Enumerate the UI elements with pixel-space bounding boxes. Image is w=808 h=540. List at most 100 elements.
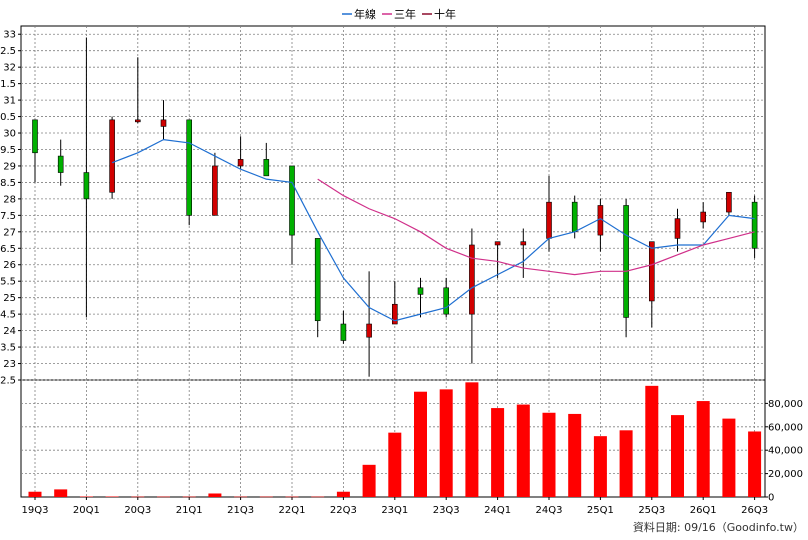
price-tick-label: 27 xyxy=(3,227,16,238)
moving-average-lines xyxy=(111,138,755,322)
volume-bar xyxy=(542,412,556,497)
volume-bar xyxy=(362,464,376,497)
candle-body xyxy=(391,303,398,325)
candle-body xyxy=(237,159,244,167)
volume-bar xyxy=(568,413,582,497)
volume-bar xyxy=(645,385,659,497)
candle-body xyxy=(751,201,758,249)
candle-body xyxy=(135,119,141,123)
candle-body xyxy=(469,244,475,315)
x-tick-label: 22Q3 xyxy=(330,505,357,516)
volume-bar xyxy=(105,496,119,498)
candle-body xyxy=(289,165,295,236)
candle-body xyxy=(648,241,655,302)
x-tick-label: 25Q1 xyxy=(587,505,614,516)
price-tick-label: 24.5 xyxy=(0,310,16,321)
price-tick-label: 26 xyxy=(3,260,16,271)
volume-bar xyxy=(131,496,145,498)
volume-tick-label: 60,000 xyxy=(768,422,803,433)
price-tick-label: 23.5 xyxy=(0,343,16,354)
ma-line-annual xyxy=(111,138,755,322)
ma-line-three-year xyxy=(317,178,755,276)
volume-bar xyxy=(619,430,633,497)
volume-bar xyxy=(516,404,530,497)
candle-body xyxy=(726,191,732,213)
price-tick-label: 25.5 xyxy=(0,277,16,288)
grid xyxy=(21,26,765,497)
volume-bar xyxy=(79,496,93,498)
x-tick-label: 22Q1 xyxy=(279,505,306,516)
price-tick-label: 26.5 xyxy=(0,244,16,255)
candle-body xyxy=(212,165,218,216)
x-tick-label: 21Q3 xyxy=(227,505,254,516)
x-tick-label: 23Q1 xyxy=(381,505,408,516)
candles xyxy=(32,37,758,377)
volume-bar xyxy=(285,496,299,498)
price-axis: 22.5 23 23.5 24 24.5 25 25.5 26 26.5 27 27.5 28 28.5… xyxy=(0,30,21,387)
candle-body xyxy=(83,172,90,200)
candle-body xyxy=(314,238,321,322)
x-tick-label: 19Q3 xyxy=(22,505,49,516)
price-tick-label: 31.5 xyxy=(0,79,16,90)
volume-bar xyxy=(234,496,248,498)
price-tick-label: 33 xyxy=(3,30,16,41)
price-tick-label: 29 xyxy=(3,161,16,172)
x-tick-label: 20Q1 xyxy=(73,505,100,516)
candle-body xyxy=(674,218,681,239)
legend-label: 年線 xyxy=(354,7,376,21)
candle-body xyxy=(340,323,347,341)
volume-axis: 0 20,000 40,000 60,000 80,000 xyxy=(765,399,803,504)
legend-label: 三年 xyxy=(394,7,416,21)
candle-body xyxy=(700,211,707,223)
volume-bar xyxy=(439,389,453,497)
volume-bar xyxy=(336,491,350,497)
x-axis: 19Q3 20Q1 20Q3 21Q1 21Q3 22Q1 22Q3 23Q1 23Q3 24Q1… xyxy=(22,497,768,516)
price-tick-label: 28.5 xyxy=(0,178,16,189)
price-tick-label: 23 xyxy=(3,359,16,370)
candle-body xyxy=(186,119,192,216)
candle-body xyxy=(546,201,552,239)
candle-body xyxy=(520,241,527,246)
volume-bars xyxy=(28,382,762,498)
volume-bar xyxy=(722,418,736,497)
volume-bar xyxy=(388,432,402,497)
volume-bar xyxy=(208,493,222,497)
legend-label: 十年 xyxy=(434,7,456,21)
price-tick-label: 28 xyxy=(3,194,16,205)
price-tick-label: 32 xyxy=(3,63,16,74)
candle-body xyxy=(494,241,501,246)
volume-bar xyxy=(671,415,684,497)
volume-bar xyxy=(311,496,325,498)
x-tick-label: 24Q3 xyxy=(536,505,563,516)
candle-body xyxy=(571,201,578,233)
price-tick-label: 31 xyxy=(3,96,16,107)
price-tick-label: 25 xyxy=(3,293,16,304)
volume-bar xyxy=(28,491,42,497)
candle-body xyxy=(57,155,64,173)
candle-body xyxy=(263,159,270,177)
candle-body xyxy=(443,287,450,315)
volume-tick-label: 0 xyxy=(768,493,774,504)
candle-body xyxy=(32,119,38,154)
volume-bar xyxy=(465,382,479,497)
x-tick-label: 23Q3 xyxy=(433,505,460,516)
x-tick-label: 20Q3 xyxy=(124,505,151,516)
volume-bar xyxy=(696,401,710,497)
price-tick-label: 24 xyxy=(3,326,16,337)
x-tick-label: 24Q1 xyxy=(484,505,511,516)
volume-tick-label: 20,000 xyxy=(768,469,803,480)
volume-bar xyxy=(157,496,170,498)
legend: 年線 三年 十年 xyxy=(342,7,456,21)
volume-bar xyxy=(182,496,196,498)
candle-body xyxy=(109,119,115,193)
volume-tick-label: 80,000 xyxy=(768,399,803,410)
price-tick-label: 30.5 xyxy=(0,112,16,123)
volume-bar xyxy=(491,408,505,497)
credit-text: 資料日期: 09/16（Goodinfo.tw） xyxy=(633,520,804,534)
price-tick-label: 30 xyxy=(3,129,16,140)
price-tick-label: 32.5 xyxy=(0,46,16,57)
price-tick-label: 27.5 xyxy=(0,211,16,222)
x-tick-label: 21Q1 xyxy=(176,505,203,516)
x-tick-label: 26Q1 xyxy=(690,505,717,516)
